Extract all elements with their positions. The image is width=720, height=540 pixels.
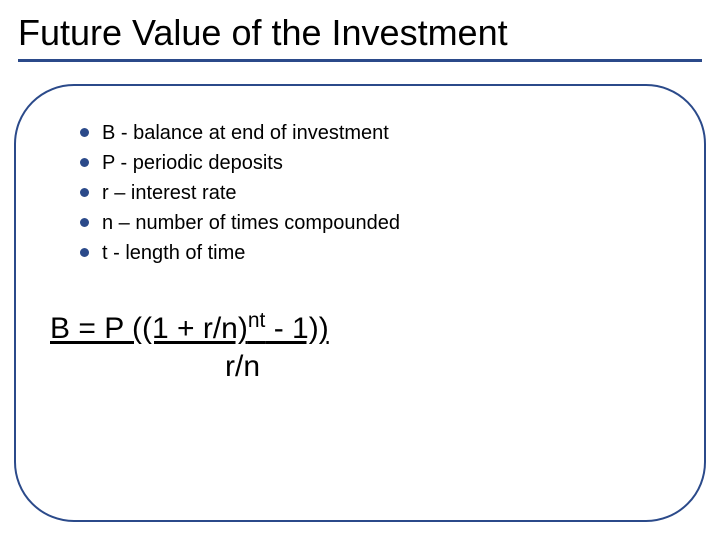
formula-text: - 1)) xyxy=(265,312,328,345)
list-item: t - length of time xyxy=(80,238,704,268)
list-item: r – interest rate xyxy=(80,178,704,208)
list-item: B - balance at end of investment xyxy=(80,118,704,148)
slide: Future Value of the Investment B - balan… xyxy=(0,0,720,540)
page-title: Future Value of the Investment xyxy=(18,12,702,53)
content-frame: B - balance at end of investment P - per… xyxy=(14,84,706,522)
formula-numerator: B = P ((1 + r/n)nt - 1)) xyxy=(50,312,329,345)
formula: B = P ((1 + r/n)nt - 1)) r/n xyxy=(16,268,704,385)
title-area: Future Value of the Investment xyxy=(0,0,720,53)
formula-exponent: nt xyxy=(248,309,266,332)
title-underline xyxy=(18,59,702,62)
list-item: n – number of times compounded xyxy=(80,208,704,238)
formula-line-1: B = P ((1 + r/n)nt - 1)) xyxy=(50,308,704,348)
list-item: P - periodic deposits xyxy=(80,148,704,178)
bullet-list: B - balance at end of investment P - per… xyxy=(16,86,704,268)
formula-denominator: r/n xyxy=(50,348,704,386)
formula-text: B = P ((1 + r/n) xyxy=(50,312,248,345)
